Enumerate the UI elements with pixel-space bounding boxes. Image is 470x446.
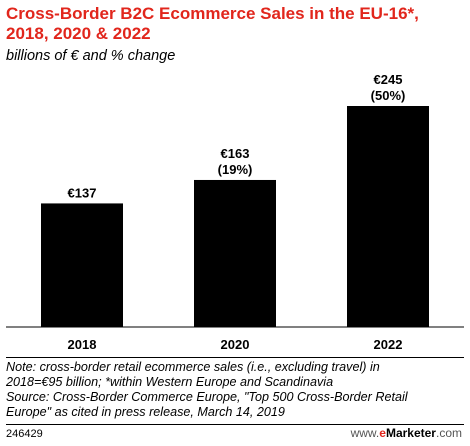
brand-prefix: www. xyxy=(350,426,380,440)
bar-value-label: €163 xyxy=(221,146,250,161)
bar-chart: €137 2018 €163(19%) 2020 €245(50%) 2022 xyxy=(6,72,464,352)
bar-value-label: €245 xyxy=(374,72,403,87)
emarketer-logo: www.eMarketer.com xyxy=(351,426,462,440)
chart-subtitle: billions of € and % change xyxy=(6,48,176,64)
x-tick-label: 2018 xyxy=(68,337,97,352)
note-line: Note: cross-border retail ecommerce sale… xyxy=(6,360,380,374)
bar xyxy=(347,106,429,327)
brand-suffix: .com xyxy=(435,426,462,440)
source-line: Source: Cross-Border Commerce Europe, "T… xyxy=(6,390,408,404)
chart-id: 246429 xyxy=(6,428,43,440)
bar-change-label: (19%) xyxy=(218,162,253,177)
bar xyxy=(41,203,123,327)
source-line: Europe" as cited in press release, March… xyxy=(6,405,285,419)
chart-title: Cross-Border B2C Ecommerce Sales in the … xyxy=(6,4,464,44)
x-tick-label: 2020 xyxy=(221,337,250,352)
bar-value-label: €137 xyxy=(68,185,97,200)
bar-change-label: (50%) xyxy=(371,88,406,103)
brand-e: e xyxy=(379,426,386,440)
x-tick-label: 2022 xyxy=(374,337,403,352)
bar xyxy=(194,179,276,327)
chart-notes: Note: cross-border retail ecommerce sale… xyxy=(6,360,464,420)
chart-title-line-1: Cross-Border B2C Ecommerce Sales in the … xyxy=(6,4,419,23)
brand-name: Marketer xyxy=(385,426,436,440)
footer-separator xyxy=(6,424,464,425)
notes-separator xyxy=(6,357,464,358)
note-line: 2018=€95 billion; *within Western Europe… xyxy=(6,375,334,389)
chart-title-line-2: 2018, 2020 & 2022 xyxy=(6,24,151,43)
